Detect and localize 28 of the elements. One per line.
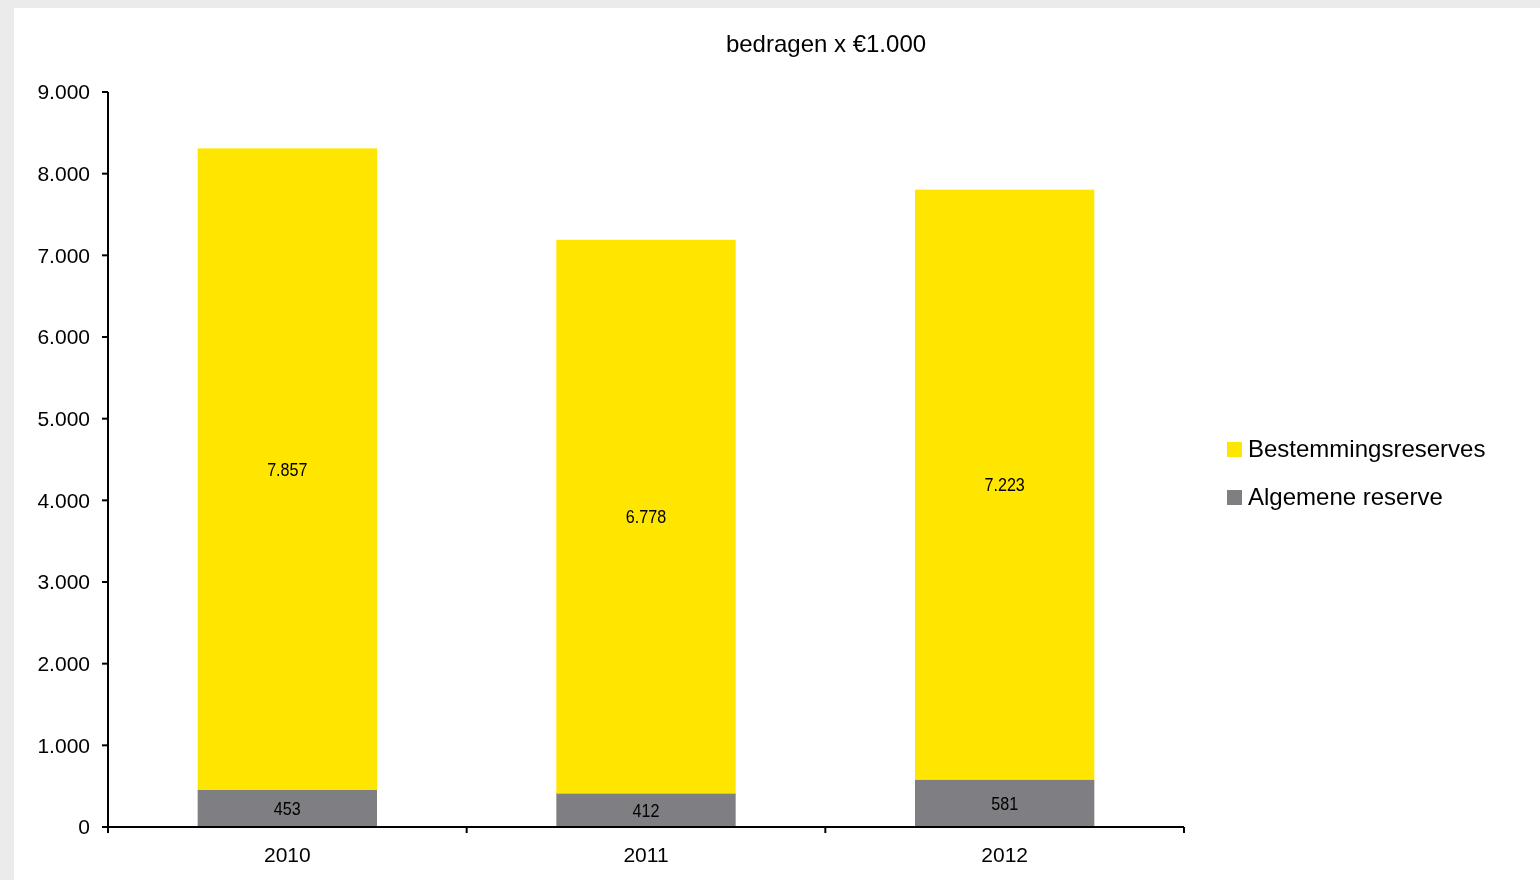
y-tick-label: 4.000 [37,488,90,512]
legend-label: Algemene reserve [1248,483,1443,511]
y-tick-label: 0 [78,815,90,839]
data-label: 7.223 [984,474,1026,496]
y-tick-label: 2.000 [37,652,90,676]
data-label: 412 [632,799,660,822]
bar [556,239,736,794]
bar [197,148,377,791]
bar [915,779,1095,827]
x-tick-label: 2011 [623,843,669,867]
data-label: 7.857 [267,458,308,481]
y-tick-label: 3.000 [37,570,90,594]
x-tick-label: 2012 [981,843,1029,867]
data-label: 581 [991,792,1019,815]
x-tick-label: 2010 [263,843,311,867]
legend-label: Bestemmingsreserves [1248,435,1486,463]
y-tick-label: 1.000 [37,733,90,757]
y-tick-label: 7.000 [37,243,90,267]
bar [197,790,377,827]
y-tick-label: 8.000 [37,162,90,186]
chart-title: bedragen x €1.000 [725,30,927,57]
data-label: 453 [273,797,301,820]
y-tick-label: 9.000 [37,80,90,104]
y-tick-label: 6.000 [37,325,90,349]
y-tick-label: 5.000 [37,407,90,431]
data-label: 6.778 [625,505,667,528]
bar [556,793,736,827]
bar [915,189,1095,780]
